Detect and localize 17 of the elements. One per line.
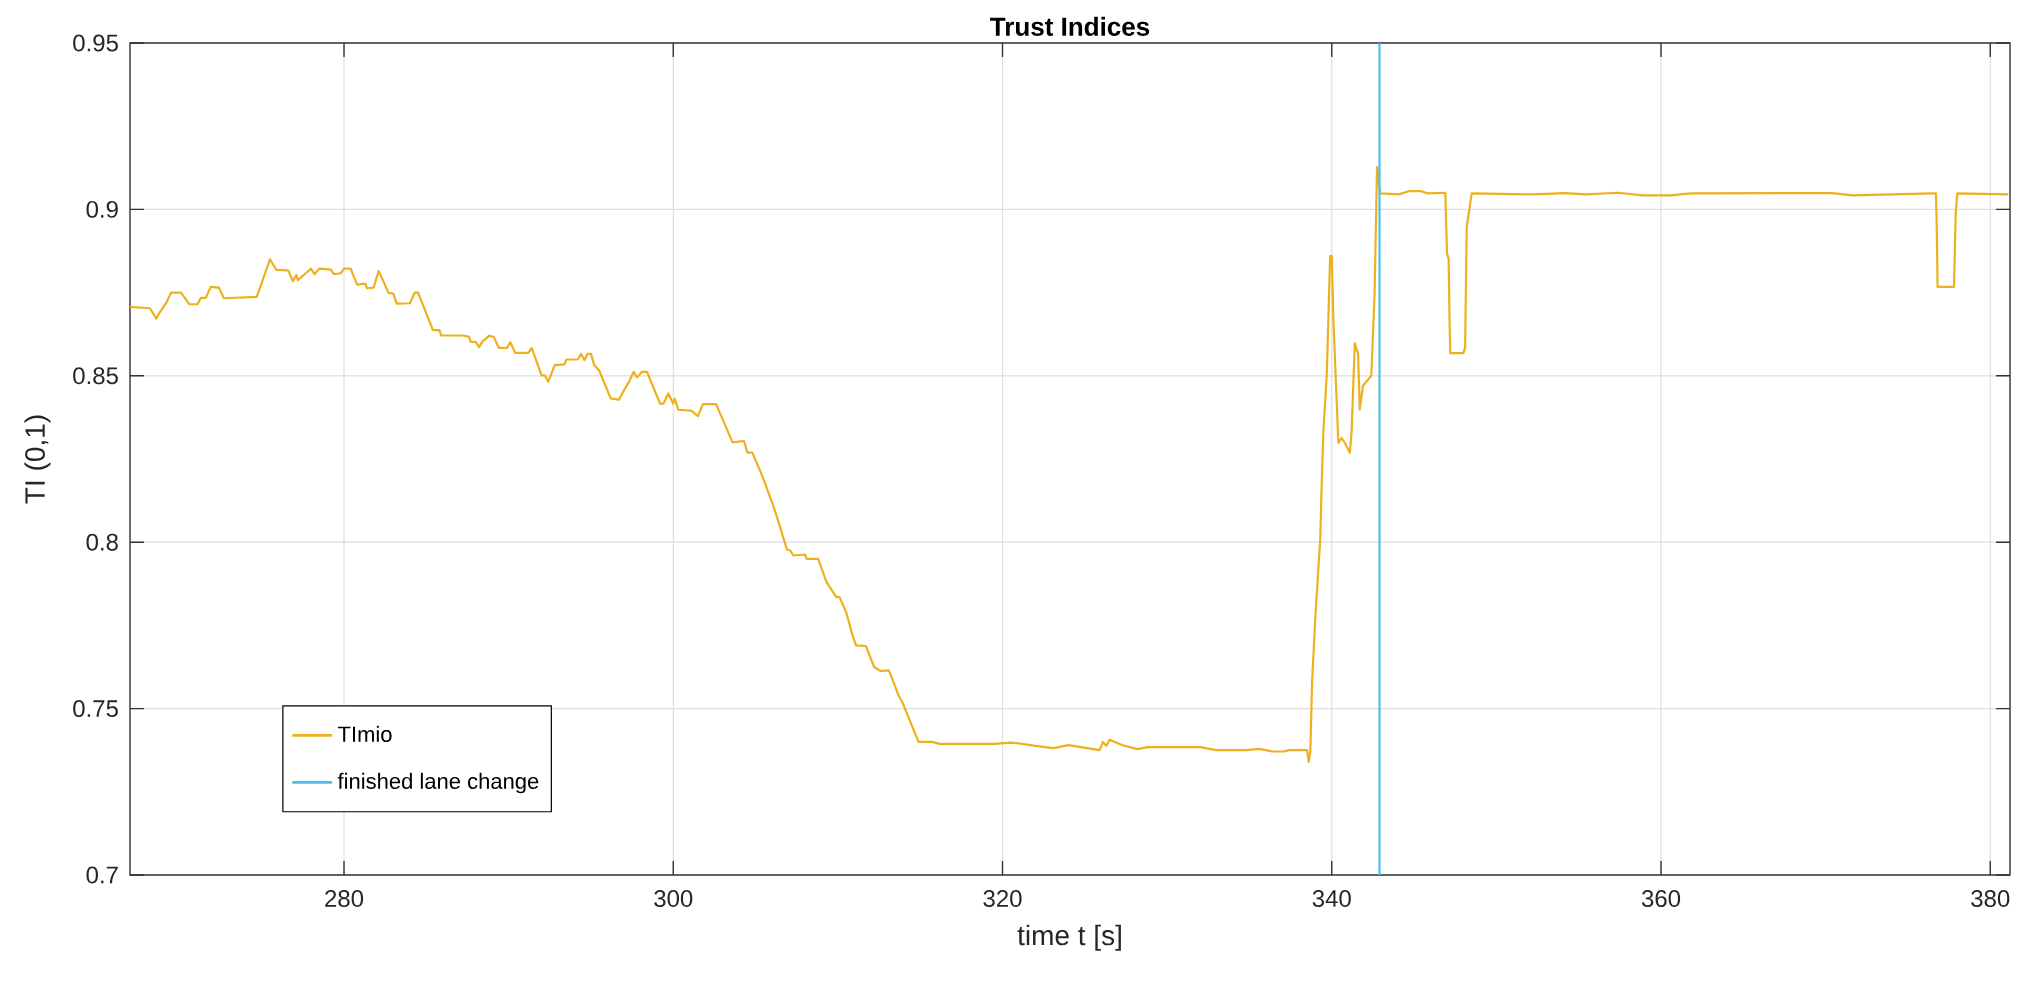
x-tick-label: 300 [654, 890, 693, 908]
legend-label: TImio [338, 725, 392, 743]
x-tick-label: 320 [983, 890, 1022, 908]
y-tick-label: 0.8 [86, 533, 118, 551]
y-tick-label: 0.95 [73, 34, 118, 52]
y-tick-label: 0.75 [73, 700, 118, 718]
x-tick-label: 280 [325, 890, 364, 908]
y-axis-title: TI (0,1) [24, 415, 51, 504]
y-tick-label: 0.9 [86, 200, 118, 218]
y-tick-label: 0.85 [73, 367, 118, 385]
y-tick-label: 0.7 [86, 866, 118, 884]
x-tick-label: 360 [1641, 890, 1681, 908]
chart-title: Trust Indices [990, 16, 1150, 36]
legend-label: finished lane change [337, 772, 539, 794]
x-tick-label: 380 [1971, 890, 2010, 908]
x-axis-title: time t [s] [1017, 924, 1121, 951]
x-tick-label: 340 [1312, 890, 1351, 908]
